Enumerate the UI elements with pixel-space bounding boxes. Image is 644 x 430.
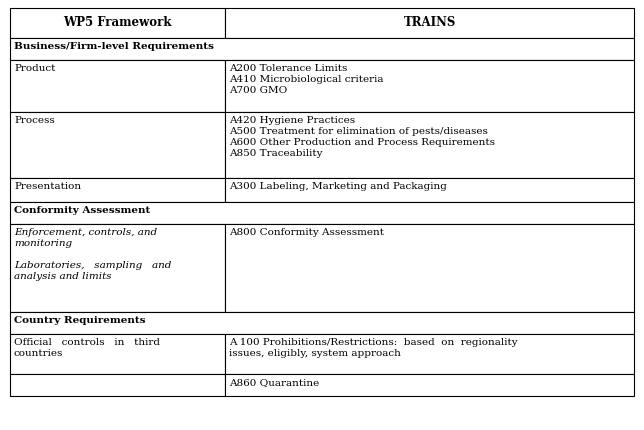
Text: A 100 Prohibitions/Restrictions:  based  on  regionality
issues, eligibly, syste: A 100 Prohibitions/Restrictions: based o… [229,338,518,358]
Bar [225,60,634,112]
Bar [225,374,634,396]
Text: A800 Conformity Assessment: A800 Conformity Assessment [229,228,384,237]
Text: Country Requirements: Country Requirements [14,316,146,325]
Bar [225,334,634,374]
Text: A200 Tolerance Limits
A410 Microbiological criteria
A700 GMO: A200 Tolerance Limits A410 Microbiologic… [229,64,384,95]
Bar [10,112,225,178]
Bar [10,178,225,202]
Bar [225,8,634,38]
Text: Presentation: Presentation [14,182,81,191]
Text: Conformity Assessment: Conformity Assessment [14,206,150,215]
Text: Process: Process [14,116,55,125]
Bar [10,202,634,224]
Bar [10,8,225,38]
Text: A300 Labeling, Marketing and Packaging: A300 Labeling, Marketing and Packaging [229,182,447,191]
Bar [10,224,225,312]
Bar [10,312,634,334]
Text: WP5 Framework: WP5 Framework [63,16,172,30]
Bar [10,60,225,112]
Text: Product: Product [14,64,55,73]
Text: A860 Quarantine: A860 Quarantine [229,378,319,387]
Text: TRAINS: TRAINS [403,16,456,30]
Text: A420 Hygiene Practices
A500 Treatment for elimination of pests/diseases
A600 Oth: A420 Hygiene Practices A500 Treatment fo… [229,116,495,158]
Text: Business/Firm-level Requirements: Business/Firm-level Requirements [14,42,214,51]
Bar [10,38,634,60]
Text: Enforcement, controls, and
monitoring

Laboratories,   sampling   and
analysis a: Enforcement, controls, and monitoring La… [14,228,171,281]
Bar [10,374,225,396]
Bar [225,112,634,178]
Bar [225,178,634,202]
Bar [10,334,225,374]
Text: Official   controls   in   third
countries: Official controls in third countries [14,338,160,358]
Bar [225,224,634,312]
